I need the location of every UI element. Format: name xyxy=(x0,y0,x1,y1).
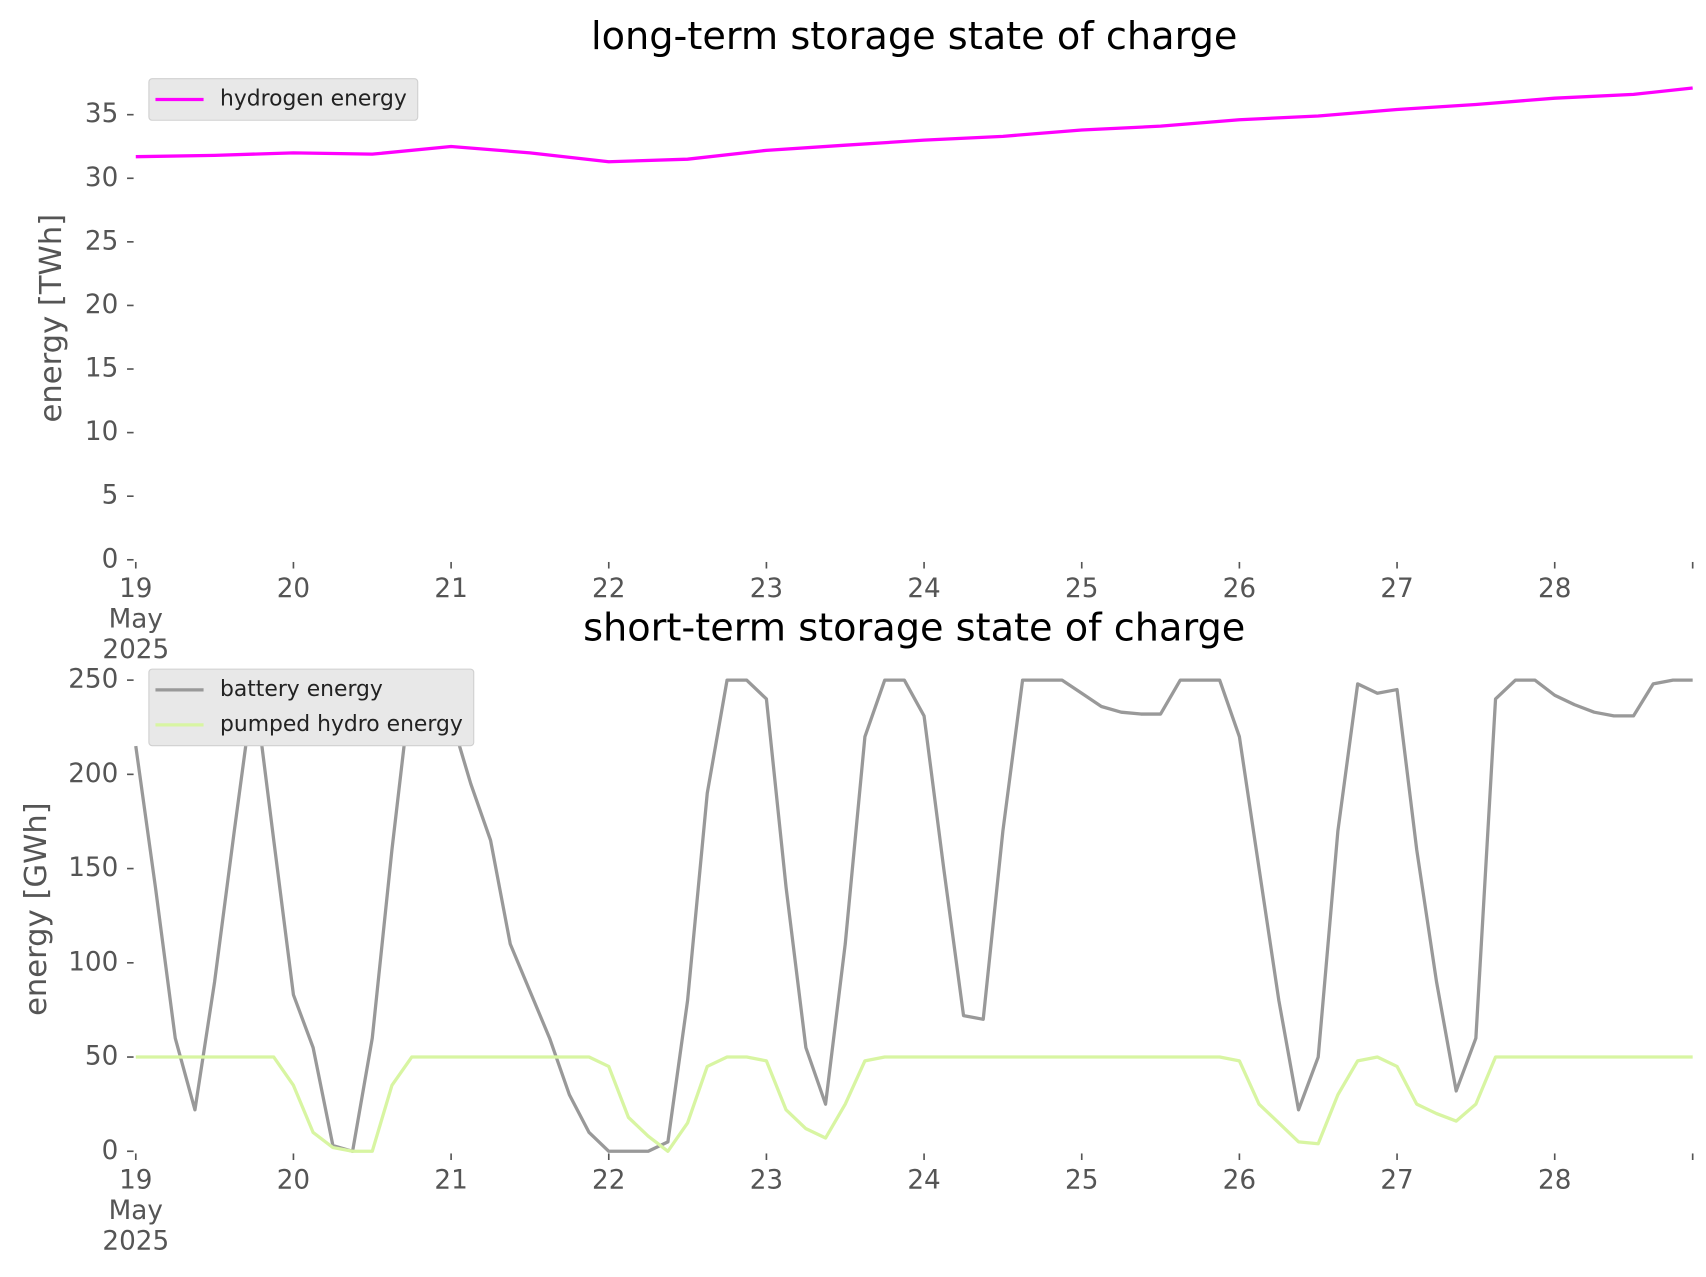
x-tick-label-box: 23 xyxy=(749,572,784,604)
y-tick-label: 30 xyxy=(85,163,118,193)
x-tick-label-box: 24 xyxy=(907,1164,941,1196)
legend-label: hydrogen energy xyxy=(220,86,407,111)
x-tick-label: 22 xyxy=(592,1164,626,1196)
legend-label: pumped hydro energy xyxy=(220,712,463,737)
y-tick-label: 20 xyxy=(85,290,118,320)
x-tick-label: 21 xyxy=(434,1164,468,1196)
y-tick-label: 15 xyxy=(85,354,118,384)
x-tick-label: 28 xyxy=(1538,1164,1572,1196)
x-tick-label-box: 19 May 2025 xyxy=(102,572,170,665)
x-tick-label: 25 xyxy=(1065,1164,1099,1196)
y-tick-label: 0 xyxy=(102,544,119,574)
y-tick-label: 200 xyxy=(68,759,118,789)
x-tick-label: 26 xyxy=(1222,572,1257,604)
x-tick-label-box: 23 xyxy=(749,1164,784,1196)
y-tick-label: 50 xyxy=(85,1042,118,1072)
x-tick-label: 25 xyxy=(1065,572,1099,604)
x-tick-label-box: 26 xyxy=(1222,1164,1257,1196)
x-tick-label: 20 xyxy=(276,1164,311,1196)
y-tick-label: 25 xyxy=(85,226,118,256)
x-tick-label: 23 xyxy=(749,1164,784,1196)
legend-label: battery energy xyxy=(220,677,383,702)
y-tick-label: 5 xyxy=(102,481,119,511)
chart-title: short-term storage state of charge xyxy=(583,605,1245,650)
x-tick-label: 27 xyxy=(1380,572,1414,604)
x-tick-label-box: 21 xyxy=(434,572,468,604)
series-line xyxy=(135,1055,1693,1153)
x-tick-label: 23 xyxy=(749,572,784,604)
x-tick-label: 20 xyxy=(276,572,311,604)
x-tick-label-box: 27 xyxy=(1380,572,1414,604)
x-tick-label: 24 xyxy=(907,1164,941,1196)
chart-title: long-term storage state of charge xyxy=(591,14,1237,59)
y-axis-label: energy [TWh] xyxy=(34,214,69,423)
x-tick-label-box: 28 xyxy=(1538,1164,1572,1196)
y-tick-label: 10 xyxy=(85,417,118,447)
x-tick-label: 19 May 2025 xyxy=(102,1164,170,1257)
x-tick-label: 28 xyxy=(1538,572,1572,604)
x-tick-label-box: 27 xyxy=(1380,1164,1414,1196)
x-tick-label-box: 24 xyxy=(907,572,941,604)
x-tick-label-box: 26 xyxy=(1222,572,1257,604)
x-tick-label-box: 21 xyxy=(434,1164,468,1196)
legend-box xyxy=(148,78,419,121)
x-tick-label: 22 xyxy=(592,572,626,604)
x-tick-label-box: 25 xyxy=(1065,572,1099,604)
x-tick-label-box: 19 May 2025 xyxy=(102,1164,170,1257)
series-line xyxy=(135,86,1693,164)
y-tick-label: 0 xyxy=(102,1136,119,1166)
series-line xyxy=(134,678,1693,1153)
x-tick-label-box: 22 xyxy=(592,572,626,604)
x-tick-label: 21 xyxy=(434,572,468,604)
y-tick-label: 100 xyxy=(68,947,118,977)
x-tick-label-box: 22 xyxy=(592,1164,626,1196)
x-tick-label: 27 xyxy=(1380,1164,1414,1196)
legend-box xyxy=(148,668,475,747)
y-axis-label: energy [GWh] xyxy=(19,802,54,1016)
y-tick-label: 35 xyxy=(85,99,118,129)
x-tick-label-box: 28 xyxy=(1538,572,1572,604)
x-tick-label-box: 20 xyxy=(276,1164,311,1196)
y-tick-label: 150 xyxy=(68,853,118,883)
x-tick-label-box: 25 xyxy=(1065,1164,1099,1196)
y-tick-label: 250 xyxy=(68,665,118,695)
x-tick-label-box: 20 xyxy=(276,572,311,604)
x-tick-label: 26 xyxy=(1222,1164,1257,1196)
x-tick-label: 19 May 2025 xyxy=(102,572,170,665)
x-tick-label: 24 xyxy=(907,572,941,604)
